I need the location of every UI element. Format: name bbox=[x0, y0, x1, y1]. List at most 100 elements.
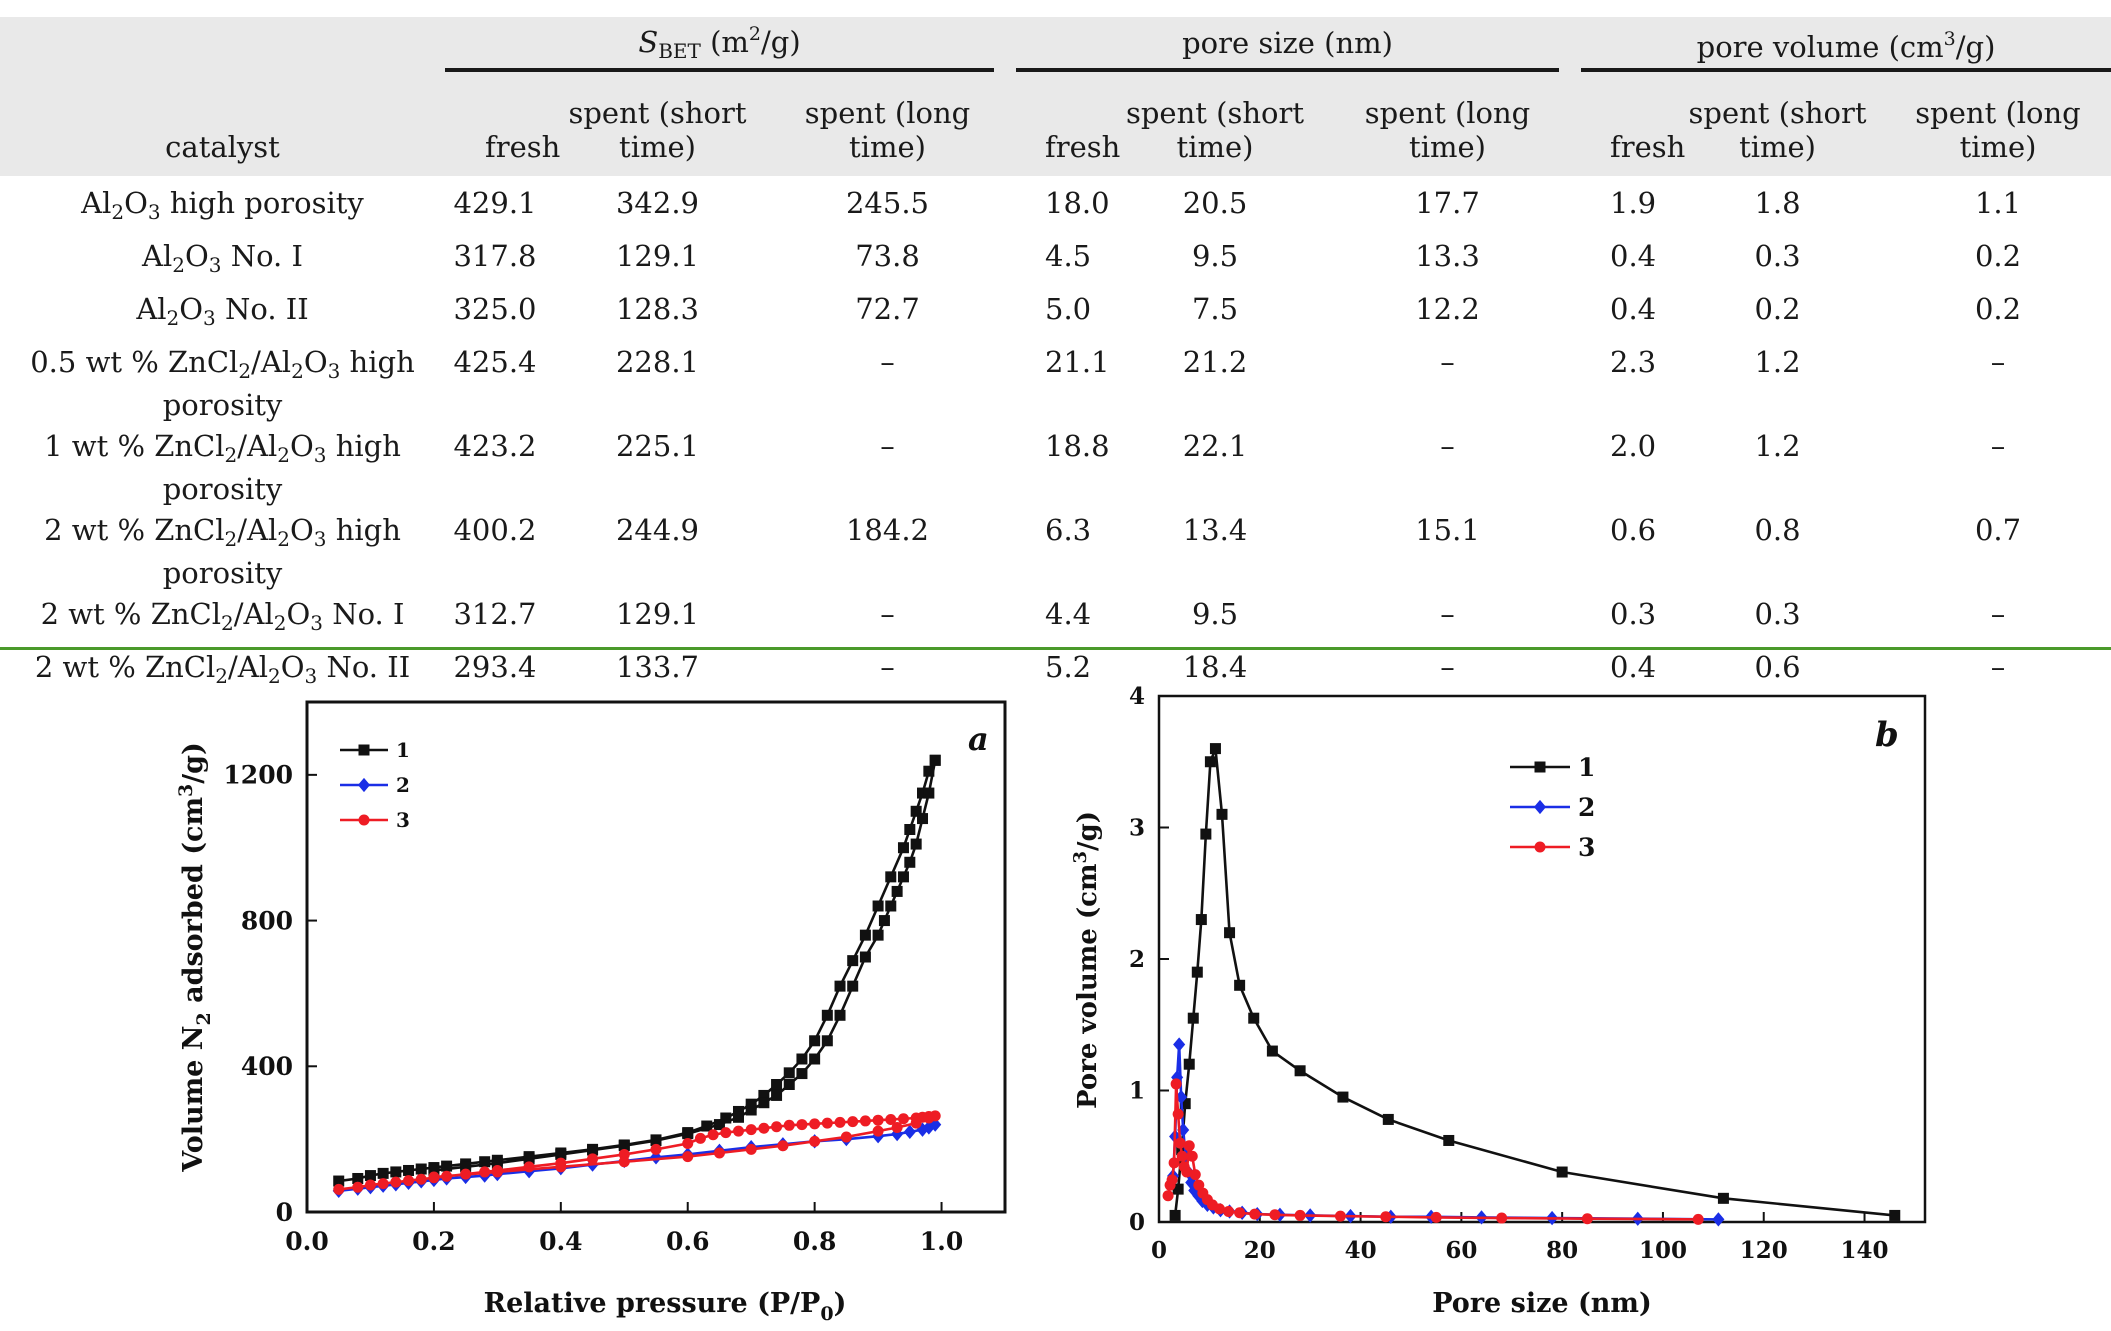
data-point bbox=[910, 1117, 922, 1129]
table-cell: 342.9 bbox=[615, 186, 700, 220]
data-point bbox=[885, 871, 897, 883]
table-cell: 400.2 bbox=[453, 513, 537, 547]
data-point bbox=[682, 1128, 694, 1140]
table-cell: – bbox=[1440, 429, 1455, 463]
data-point bbox=[1191, 966, 1203, 978]
data-point bbox=[650, 1135, 662, 1147]
plot-frame bbox=[1157, 694, 1927, 1224]
table-cell: – bbox=[1990, 345, 2006, 379]
table-cell: 0.7 bbox=[1974, 513, 2022, 547]
data-point bbox=[364, 1170, 376, 1182]
data-point bbox=[1266, 1045, 1278, 1057]
table-cell: 0.4 bbox=[1610, 650, 1657, 684]
data-point bbox=[872, 900, 884, 912]
data-point bbox=[390, 1166, 402, 1178]
table-cell: 0.2 bbox=[1974, 292, 2022, 326]
series-line-1 bbox=[338, 759, 937, 1183]
data-point bbox=[897, 871, 909, 883]
x-tick-label: 0 bbox=[1151, 1237, 1167, 1264]
table-cell: 13.4 bbox=[1182, 513, 1248, 547]
data-point bbox=[1204, 756, 1216, 768]
data-point bbox=[523, 1153, 535, 1165]
data-point bbox=[1195, 914, 1207, 926]
data-point bbox=[745, 1104, 757, 1116]
data-point bbox=[917, 787, 929, 799]
data-point bbox=[1175, 1089, 1188, 1105]
catalyst-name: Al2O3 No. II bbox=[136, 292, 309, 330]
data-point bbox=[834, 980, 846, 992]
table-cell: – bbox=[1440, 597, 1455, 631]
data-point bbox=[809, 1135, 821, 1147]
data-point bbox=[1179, 1098, 1191, 1110]
data-point bbox=[859, 929, 871, 941]
y-axis-label: Pore volume (cm3/g) bbox=[1070, 811, 1103, 1109]
pore-distribution-chart: 0 20 40 60 80 100 120 140 0 1 2 3 4 1 2 3 b Pore size (nm… bbox=[1070, 683, 1927, 1319]
table-cell: – bbox=[880, 597, 895, 631]
table-cell: 18.0 bbox=[1045, 186, 1110, 220]
legend-label: 1 bbox=[396, 738, 410, 762]
sub-header: spent (long time) bbox=[804, 96, 971, 164]
data-point bbox=[555, 1161, 567, 1173]
group-header-pore-volume: pore volume (cm3/g) bbox=[1559, 17, 2111, 72]
x-tick-label: 80 bbox=[1546, 1237, 1578, 1264]
data-point bbox=[859, 951, 871, 963]
table-cell: 0.4 bbox=[1610, 292, 1657, 326]
table-cell: – bbox=[880, 650, 895, 684]
table-cell: 423.2 bbox=[453, 429, 537, 463]
data-point bbox=[1717, 1192, 1729, 1204]
catalyst-cell: Al2O3 No. I bbox=[0, 232, 445, 285]
data-point bbox=[745, 1124, 757, 1136]
data-point bbox=[1294, 1209, 1306, 1221]
table-cell: – bbox=[1990, 650, 2006, 684]
data-point bbox=[745, 1143, 757, 1155]
data-point bbox=[1172, 1183, 1184, 1195]
table-cell: 2.0 bbox=[1610, 429, 1657, 463]
table-cell: 2.3 bbox=[1610, 345, 1657, 379]
catalyst-name: Al2O3 No. I bbox=[142, 239, 303, 277]
data-point bbox=[1380, 1211, 1392, 1223]
x-tick-label: 60 bbox=[1445, 1237, 1477, 1264]
data-point bbox=[1712, 1212, 1725, 1227]
data-point bbox=[777, 1140, 789, 1152]
x-tick-label: 20 bbox=[1244, 1237, 1276, 1264]
data-point bbox=[923, 1112, 935, 1124]
panel-label: b bbox=[1875, 715, 1899, 755]
data-point bbox=[1189, 1169, 1201, 1181]
data-point bbox=[1533, 799, 1547, 815]
data-point bbox=[358, 744, 370, 756]
table-cell: 129.1 bbox=[615, 239, 700, 273]
table-cell: – bbox=[880, 345, 895, 379]
data-point bbox=[682, 1138, 694, 1150]
x-tick-label: 1.0 bbox=[920, 1227, 964, 1256]
table-cell: – bbox=[1440, 345, 1455, 379]
data-point bbox=[929, 754, 941, 766]
table-cell: 1.2 bbox=[1754, 345, 1801, 379]
y-tick-label: 3 bbox=[1129, 815, 1145, 842]
table-cell: 1.1 bbox=[1974, 186, 2022, 220]
data-point bbox=[1183, 1140, 1195, 1152]
x-tick-label: 40 bbox=[1345, 1237, 1377, 1264]
data-point bbox=[840, 1131, 852, 1143]
data-point bbox=[923, 787, 935, 799]
y-tick-label: 1200 bbox=[223, 761, 293, 790]
data-point bbox=[1534, 761, 1546, 773]
table-cell: 0.4 bbox=[1610, 239, 1657, 273]
table-cell: 225.1 bbox=[615, 429, 700, 463]
data-point bbox=[885, 1113, 897, 1125]
x-tick-label: 0.8 bbox=[793, 1227, 837, 1256]
isotherm-chart: 0.0 0.2 0.4 0.6 0.8 1.0 0 400 800 1200 1 2 3 a Relativ… bbox=[175, 700, 1007, 1325]
data-point bbox=[910, 838, 922, 850]
table-cell: 17.7 bbox=[1415, 186, 1480, 220]
table-cell: 1.8 bbox=[1754, 186, 1801, 220]
x-tick-label: 120 bbox=[1740, 1237, 1788, 1264]
data-point bbox=[872, 1114, 884, 1126]
data-point bbox=[834, 1009, 846, 1021]
x-axis-label: Relative pressure (P/P0) bbox=[484, 1288, 847, 1325]
data-point bbox=[1556, 1166, 1568, 1178]
table-cell: 0.3 bbox=[1610, 597, 1657, 631]
data-point bbox=[479, 1166, 491, 1178]
table-cell: 9.5 bbox=[1191, 597, 1239, 631]
panel-label: a bbox=[968, 720, 989, 758]
data-point bbox=[403, 1175, 415, 1187]
table-cell: 129.1 bbox=[615, 597, 700, 631]
